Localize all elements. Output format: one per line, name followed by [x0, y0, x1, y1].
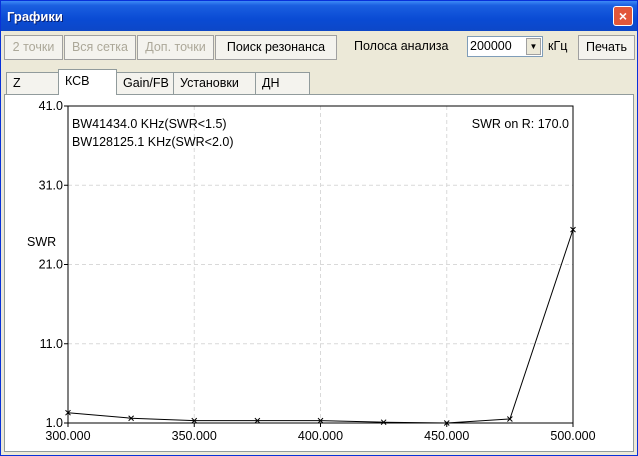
y-tick-label: 21.0 [39, 258, 63, 272]
swr-chart: 1.0 11.0 21.0 31.0 41.0 300.000 350.000 400.00… [27, 99, 596, 443]
tab-swr[interactable]: КСВ [58, 69, 117, 95]
data-point-marker [65, 409, 71, 416]
data-point-marker [507, 416, 513, 422]
tab-pattern[interactable]: ДН [255, 72, 310, 94]
print-button[interactable]: Печать [578, 35, 635, 60]
close-button[interactable]: × [613, 6, 633, 26]
x-tick-labels: 300.000 350.000 400.000 450.000 500.000 [45, 423, 596, 443]
data-point-marker [254, 417, 261, 424]
bandwidth-unit: кГц [548, 39, 568, 53]
annotation-bw-1-5: BW41434.0 KHz(SWR<1.5) [72, 117, 227, 131]
x-tick-label: 400.000 [298, 429, 343, 443]
x-tick-label: 500.000 [550, 429, 595, 443]
chart-grid [68, 106, 573, 423]
y-tick-label: 1.0 [46, 416, 63, 430]
data-point-marker [380, 419, 387, 426]
bandwidth-select[interactable]: 200000 ▼ [467, 36, 543, 57]
y-tick-label: 11.0 [40, 337, 63, 351]
two-points-button[interactable]: 2 точки [4, 35, 63, 60]
y-tick-label: 31.0 [39, 178, 63, 192]
annotation-bw-2-0: BW128125.1 KHz(SWR<2.0) [72, 135, 234, 149]
chart-panel: 1.0 11.0 21.0 31.0 41.0 300.000 350.000 400.00… [4, 94, 634, 452]
extra-points-button[interactable]: Доп. точки [137, 35, 214, 60]
tab-settings[interactable]: Установки [173, 72, 256, 94]
tab-z[interactable]: Z [6, 72, 59, 94]
data-point-marker [443, 420, 450, 426]
y-tick-labels: 1.0 11.0 21.0 31.0 41.0 [39, 99, 68, 430]
y-tick-label: 41.0 [39, 99, 63, 113]
x-tick-label: 350.000 [172, 429, 217, 443]
y-axis-label: SWR [27, 235, 56, 249]
chevron-down-icon[interactable]: ▼ [526, 38, 541, 55]
title-bar[interactable]: Графики × [1, 1, 637, 31]
data-point-marker [191, 417, 198, 424]
swr-on-r-note: SWR on R: 170.0 [472, 117, 569, 131]
x-tick-label: 450.000 [424, 429, 469, 443]
data-point-marker [317, 417, 324, 424]
swr-series [65, 226, 576, 426]
window-title: Графики [7, 9, 63, 24]
all-grid-button[interactable]: Вся сетка [64, 35, 136, 60]
close-icon: × [618, 8, 628, 24]
tab-gain-fb[interactable]: Gain/FB [116, 72, 174, 94]
x-tick-label: 300.000 [45, 429, 90, 443]
bandwidth-label: Полоса анализа [354, 39, 449, 53]
bandwidth-value: 200000 [470, 39, 512, 53]
data-point-marker [128, 415, 134, 422]
find-resonance-button[interactable]: Поиск резонанса [215, 35, 337, 60]
data-point-marker [570, 226, 576, 233]
